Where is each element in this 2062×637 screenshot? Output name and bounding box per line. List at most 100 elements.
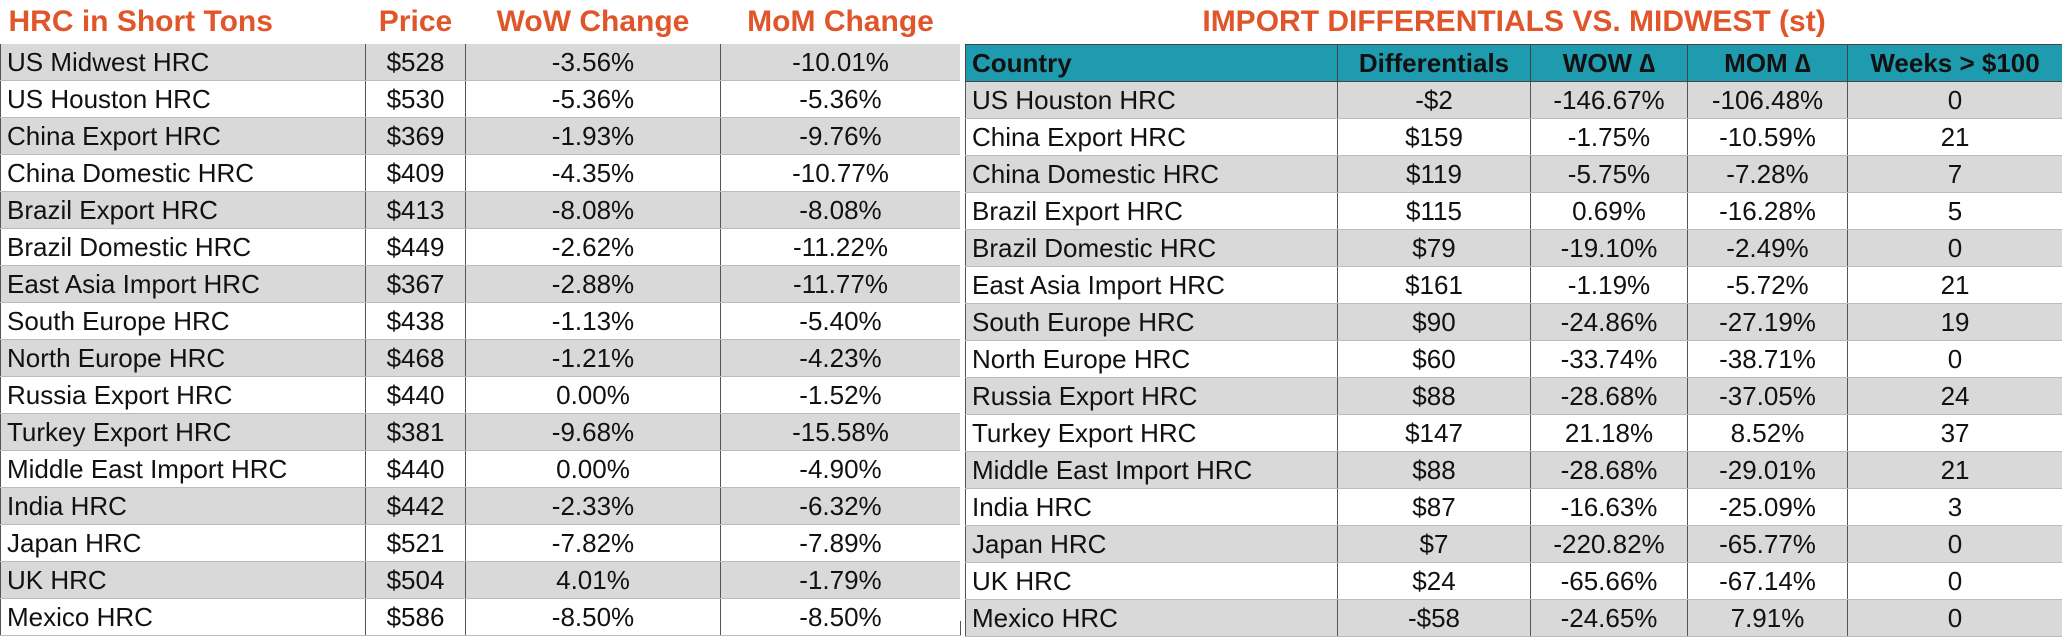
differential-cell: -$58 (1338, 600, 1531, 637)
hrc-name-cell: UK HRC (1, 562, 366, 599)
price-cell: $504 (366, 562, 466, 599)
country-cell: Russia Export HRC (966, 378, 1338, 415)
price-cell: $440 (366, 451, 466, 488)
country-cell: Mexico HRC (966, 600, 1338, 637)
weeks-over-100-cell: 0 (1848, 341, 2062, 378)
country-cell: UK HRC (966, 563, 1338, 600)
wow-delta-cell: -28.68% (1531, 452, 1688, 489)
mom-change-cell: -5.36% (721, 81, 961, 118)
weeks-over-100-cell: 21 (1848, 452, 2062, 489)
wow-change-cell: 0.00% (466, 377, 721, 414)
wow-change-cell: -7.82% (466, 525, 721, 562)
table-row: Japan HRC$521-7.82%-7.89% (1, 525, 961, 562)
mom-delta-cell: -38.71% (1688, 341, 1848, 378)
hrc-name-cell: US Midwest HRC (1, 44, 366, 81)
mom-change-cell: -10.77% (721, 155, 961, 192)
mom-delta-cell: -25.09% (1688, 489, 1848, 526)
col-header-wow-delta: WOW ∆ (1531, 45, 1688, 82)
wow-change-cell: -4.35% (466, 155, 721, 192)
wow-delta-cell: 21.18% (1531, 415, 1688, 452)
weeks-over-100-cell: 0 (1848, 600, 2062, 637)
price-cell: $449 (366, 229, 466, 266)
table-row: South Europe HRC$90-24.86%-27.19%19 (966, 304, 2062, 341)
weeks-over-100-cell: 0 (1848, 82, 2062, 119)
mom-change-cell: -7.89% (721, 525, 961, 562)
mom-change-cell: -11.77% (721, 266, 961, 303)
differential-cell: $88 (1338, 452, 1531, 489)
wow-change-cell: -9.68% (466, 414, 721, 451)
differential-cell: $159 (1338, 119, 1531, 156)
hrc-name-cell: Turkey Export HRC (1, 414, 366, 451)
differential-cell: $90 (1338, 304, 1531, 341)
page: HRC in Short Tons Price WoW Change MoM C… (0, 0, 2062, 621)
wow-delta-cell: -1.75% (1531, 119, 1688, 156)
hrc-name-cell: China Export HRC (1, 118, 366, 155)
col-header-mom: MoM Change (721, 0, 961, 44)
hrc-price-header-row: HRC in Short Tons Price WoW Change MoM C… (1, 0, 961, 44)
mom-change-cell: -10.01% (721, 44, 961, 81)
table-row: Turkey Export HRC$381-9.68%-15.58% (1, 414, 961, 451)
wow-delta-cell: -146.67% (1531, 82, 1688, 119)
wow-change-cell: -8.08% (466, 192, 721, 229)
weeks-over-100-cell: 0 (1848, 563, 2062, 600)
wow-delta-cell: -16.63% (1531, 489, 1688, 526)
hrc-name-cell: East Asia Import HRC (1, 266, 366, 303)
wow-delta-cell: -33.74% (1531, 341, 1688, 378)
mom-delta-cell: -10.59% (1688, 119, 1848, 156)
price-cell: $438 (366, 303, 466, 340)
table-row: US Houston HRC$530-5.36%-5.36% (1, 81, 961, 118)
wow-change-cell: -2.88% (466, 266, 721, 303)
col-header-price: Price (366, 0, 466, 44)
table-row: North Europe HRC$468-1.21%-4.23% (1, 340, 961, 377)
col-header-country: Country (966, 45, 1338, 82)
hrc-name-cell: India HRC (1, 488, 366, 525)
weeks-over-100-cell: 3 (1848, 489, 2062, 526)
table-row: Brazil Export HRC$413-8.08%-8.08% (1, 192, 961, 229)
mom-change-cell: -4.23% (721, 340, 961, 377)
table-row: China Export HRC$159-1.75%-10.59%21 (966, 119, 2062, 156)
hrc-name-cell: Brazil Domestic HRC (1, 229, 366, 266)
col-header-hrc: HRC in Short Tons (1, 0, 366, 44)
table-row: North Europe HRC$60-33.74%-38.71%0 (966, 341, 2062, 378)
table-row: India HRC$87-16.63%-25.09%3 (966, 489, 2062, 526)
weeks-over-100-cell: 37 (1848, 415, 2062, 452)
wow-change-cell: -2.62% (466, 229, 721, 266)
differential-cell: $147 (1338, 415, 1531, 452)
table-row: US Midwest HRC$528-3.56%-10.01% (1, 44, 961, 81)
mom-delta-cell: 8.52% (1688, 415, 1848, 452)
mom-delta-cell: -27.19% (1688, 304, 1848, 341)
weeks-over-100-cell: 5 (1848, 193, 2062, 230)
import-differentials-title-row: IMPORT DIFFERENTIALS VS. MIDWEST (st) (966, 0, 2062, 45)
wow-change-cell: 0.00% (466, 451, 721, 488)
table-row: Japan HRC$7-220.82%-65.77%0 (966, 526, 2062, 563)
country-cell: South Europe HRC (966, 304, 1338, 341)
country-cell: US Houston HRC (966, 82, 1338, 119)
differential-cell: -$2 (1338, 82, 1531, 119)
country-cell: Brazil Domestic HRC (966, 230, 1338, 267)
wow-delta-cell: -1.19% (1531, 267, 1688, 304)
differential-cell: $119 (1338, 156, 1531, 193)
wow-change-cell: -8.50% (466, 599, 721, 636)
differential-cell: $161 (1338, 267, 1531, 304)
mom-change-cell: -4.90% (721, 451, 961, 488)
country-cell: India HRC (966, 489, 1338, 526)
hrc-price-table: HRC in Short Tons Price WoW Change MoM C… (0, 0, 961, 636)
weeks-over-100-cell: 7 (1848, 156, 2062, 193)
differential-cell: $88 (1338, 378, 1531, 415)
differential-cell: $7 (1338, 526, 1531, 563)
wow-change-cell: 4.01% (466, 562, 721, 599)
price-cell: $468 (366, 340, 466, 377)
mom-delta-cell: -7.28% (1688, 156, 1848, 193)
price-cell: $530 (366, 81, 466, 118)
table-row: UK HRC$24-65.66%-67.14%0 (966, 563, 2062, 600)
table-row: Russia Export HRC$88-28.68%-37.05%24 (966, 378, 2062, 415)
weeks-over-100-cell: 19 (1848, 304, 2062, 341)
table-row: Brazil Domestic HRC$449-2.62%-11.22% (1, 229, 961, 266)
table-row: East Asia Import HRC$161-1.19%-5.72%21 (966, 267, 2062, 304)
wow-delta-cell: -28.68% (1531, 378, 1688, 415)
wow-change-cell: -3.56% (466, 44, 721, 81)
table-row: Brazil Domestic HRC$79-19.10%-2.49%0 (966, 230, 2062, 267)
hrc-price-body: US Midwest HRC$528-3.56%-10.01%US Housto… (1, 44, 961, 636)
wow-delta-cell: -65.66% (1531, 563, 1688, 600)
